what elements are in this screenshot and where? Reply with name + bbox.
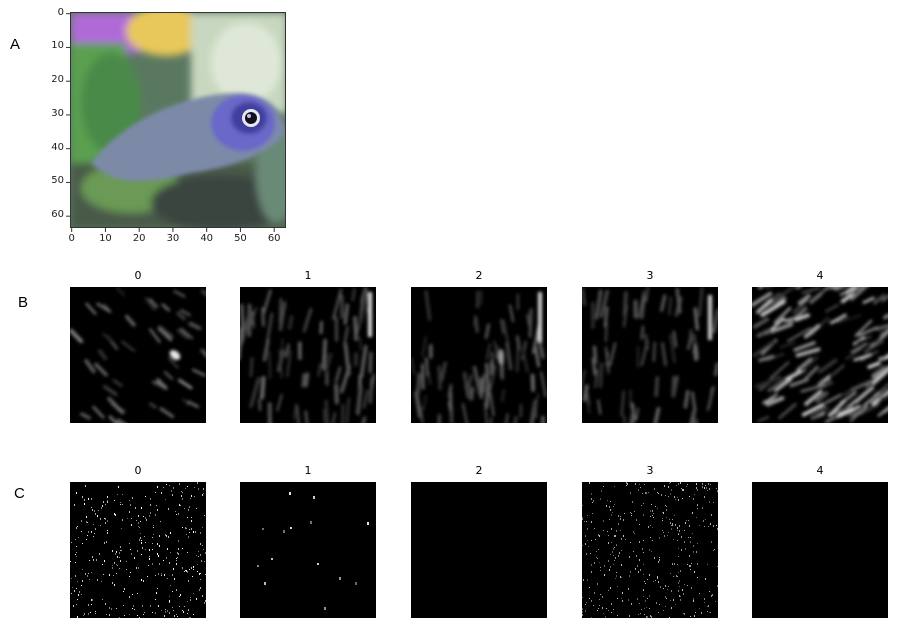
y-tick-label-3: 30 — [51, 107, 64, 119]
row-c-title-4: 4 — [816, 464, 824, 477]
row-c-title-0: 0 — [134, 464, 142, 477]
row-b-feature-map-2 — [411, 287, 547, 423]
row-c-feature-map-4 — [752, 482, 888, 618]
row-c-feature-map-1 — [240, 482, 376, 618]
row-c-feature-map-3 — [582, 482, 718, 618]
row-b-feature-map-1 — [240, 287, 376, 423]
y-tick-label-1: 10 — [51, 40, 64, 52]
row-c-title-3: 3 — [646, 464, 654, 477]
x-tick-label-3: 30 — [166, 233, 180, 244]
row-b-feature-map-0 — [70, 287, 206, 423]
row-c-title-2: 2 — [475, 464, 483, 477]
row-c-title-1: 1 — [304, 464, 312, 477]
x-tick-label-1: 10 — [99, 233, 112, 244]
input-image-fish — [70, 12, 286, 228]
row-label-a: A — [10, 36, 21, 53]
row-c-feature-map-2 — [411, 482, 547, 618]
row-label-b: B — [18, 294, 29, 311]
y-tick-label-4: 40 — [51, 141, 64, 153]
row-b-title-0: 0 — [134, 269, 142, 282]
row-b-title-2: 2 — [475, 269, 483, 282]
row-b-feature-map-3 — [582, 287, 718, 423]
row-b-title-1: 1 — [304, 269, 312, 282]
y-tick-label-6: 60 — [51, 209, 64, 221]
x-tick-label-0: 0 — [68, 233, 75, 244]
row-b-title-3: 3 — [646, 269, 654, 282]
row-c-feature-map-0 — [70, 482, 206, 618]
row-b-title-4: 4 — [816, 269, 824, 282]
row-b-feature-map-4 — [752, 287, 888, 423]
x-tick-label-4: 40 — [200, 233, 214, 244]
y-tick-label-5: 50 — [51, 175, 64, 187]
y-tick-label-2: 20 — [51, 74, 64, 86]
y-tick-label-0: 0 — [57, 6, 64, 18]
x-tick-label-2: 20 — [132, 233, 146, 244]
x-tick-label-5: 50 — [234, 233, 247, 244]
row-label-c: C — [14, 485, 25, 502]
x-tick-label-6: 60 — [267, 233, 281, 244]
